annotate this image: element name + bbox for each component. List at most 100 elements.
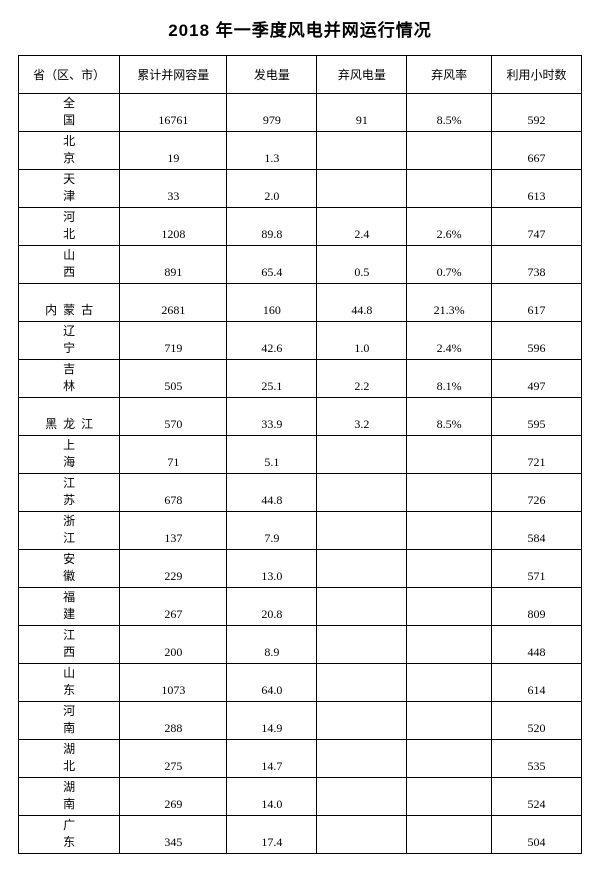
table-header-row: 省（区、市） 累计并网容量 发电量 弃风电量 弃风率 利用小时数 [19, 56, 582, 94]
cell-hours: 592 [491, 94, 581, 132]
cell-curtail-r [407, 512, 491, 550]
cell-hours: 614 [491, 664, 581, 702]
cell-region: 内蒙古 [19, 284, 120, 322]
cell-gen: 14.9 [227, 702, 317, 740]
table-row: 山东107364.0614 [19, 664, 582, 702]
cell-region: 上海 [19, 436, 120, 474]
page-container: 2018 年一季度风电并网运行情况 省（区、市） 累计并网容量 发电量 弃风电量… [0, 0, 600, 854]
cell-hours: 584 [491, 512, 581, 550]
cell-hours: 613 [491, 170, 581, 208]
cell-curtail-r [407, 588, 491, 626]
cell-capacity: 678 [120, 474, 227, 512]
col-region: 省（区、市） [19, 56, 120, 94]
col-curtail-r: 弃风率 [407, 56, 491, 94]
cell-gen: 20.8 [227, 588, 317, 626]
cell-gen: 33.9 [227, 398, 317, 436]
col-curtail-e: 弃风电量 [317, 56, 407, 94]
cell-hours: 721 [491, 436, 581, 474]
cell-region: 山东 [19, 664, 120, 702]
cell-region: 湖南 [19, 778, 120, 816]
cell-capacity: 719 [120, 322, 227, 360]
cell-region: 山西 [19, 246, 120, 284]
page-title: 2018 年一季度风电并网运行情况 [18, 16, 582, 41]
cell-capacity: 137 [120, 512, 227, 550]
cell-curtail-r: 8.5% [407, 94, 491, 132]
cell-curtail-e: 2.4 [317, 208, 407, 246]
cell-gen: 42.6 [227, 322, 317, 360]
table-row: 河北120889.82.42.6%747 [19, 208, 582, 246]
cell-hours: 595 [491, 398, 581, 436]
cell-region: 全国 [19, 94, 120, 132]
cell-region: 江苏 [19, 474, 120, 512]
cell-gen: 14.0 [227, 778, 317, 816]
cell-curtail-r: 2.6% [407, 208, 491, 246]
cell-gen: 25.1 [227, 360, 317, 398]
cell-region: 安徽 [19, 550, 120, 588]
cell-region: 吉林 [19, 360, 120, 398]
table-row: 安徽22913.0571 [19, 550, 582, 588]
cell-gen: 65.4 [227, 246, 317, 284]
cell-curtail-e [317, 436, 407, 474]
table-row: 吉林50525.12.28.1%497 [19, 360, 582, 398]
cell-curtail-e [317, 512, 407, 550]
cell-curtail-e [317, 550, 407, 588]
cell-hours: 571 [491, 550, 581, 588]
table-row: 天津332.0613 [19, 170, 582, 208]
cell-gen: 7.9 [227, 512, 317, 550]
cell-curtail-e [317, 740, 407, 778]
cell-curtail-e [317, 664, 407, 702]
table-row: 内蒙古268116044.821.3%617 [19, 284, 582, 322]
cell-hours: 738 [491, 246, 581, 284]
cell-curtail-e: 2.2 [317, 360, 407, 398]
cell-region: 黑龙江 [19, 398, 120, 436]
cell-capacity: 33 [120, 170, 227, 208]
cell-curtail-r [407, 170, 491, 208]
col-gen: 发电量 [227, 56, 317, 94]
cell-curtail-e [317, 588, 407, 626]
table-row: 湖南26914.0524 [19, 778, 582, 816]
cell-curtail-r: 2.4% [407, 322, 491, 360]
table-row: 全国16761979918.5%592 [19, 94, 582, 132]
cell-gen: 44.8 [227, 474, 317, 512]
cell-capacity: 71 [120, 436, 227, 474]
cell-curtail-e [317, 778, 407, 816]
cell-region: 江西 [19, 626, 120, 664]
cell-capacity: 345 [120, 816, 227, 854]
cell-capacity: 267 [120, 588, 227, 626]
cell-hours: 524 [491, 778, 581, 816]
cell-gen: 89.8 [227, 208, 317, 246]
cell-curtail-r: 21.3% [407, 284, 491, 322]
table-row: 北京191.3667 [19, 132, 582, 170]
cell-hours: 535 [491, 740, 581, 778]
cell-curtail-e: 0.5 [317, 246, 407, 284]
table-row: 山西89165.40.50.7%738 [19, 246, 582, 284]
cell-gen: 14.7 [227, 740, 317, 778]
cell-gen: 64.0 [227, 664, 317, 702]
cell-gen: 5.1 [227, 436, 317, 474]
cell-hours: 448 [491, 626, 581, 664]
cell-region: 浙江 [19, 512, 120, 550]
col-hours: 利用小时数 [491, 56, 581, 94]
table-body: 全国16761979918.5%592北京191.3667天津332.0613河… [19, 94, 582, 854]
cell-curtail-e [317, 170, 407, 208]
cell-curtail-r [407, 436, 491, 474]
table-row: 福建26720.8 809 [19, 588, 582, 626]
cell-curtail-r [407, 550, 491, 588]
cell-region: 北京 [19, 132, 120, 170]
cell-region: 湖北 [19, 740, 120, 778]
cell-curtail-r [407, 740, 491, 778]
cell-region: 福建 [19, 588, 120, 626]
cell-curtail-r [407, 664, 491, 702]
cell-curtail-e: 91 [317, 94, 407, 132]
cell-hours: 504 [491, 816, 581, 854]
cell-region: 天津 [19, 170, 120, 208]
cell-capacity: 570 [120, 398, 227, 436]
table-row: 黑龙江57033.93.28.5%595 [19, 398, 582, 436]
cell-hours: 809 [491, 588, 581, 626]
cell-curtail-r [407, 702, 491, 740]
cell-gen: 17.4 [227, 816, 317, 854]
cell-gen: 8.9 [227, 626, 317, 664]
cell-capacity: 2681 [120, 284, 227, 322]
cell-gen: 160 [227, 284, 317, 322]
cell-gen: 1.3 [227, 132, 317, 170]
